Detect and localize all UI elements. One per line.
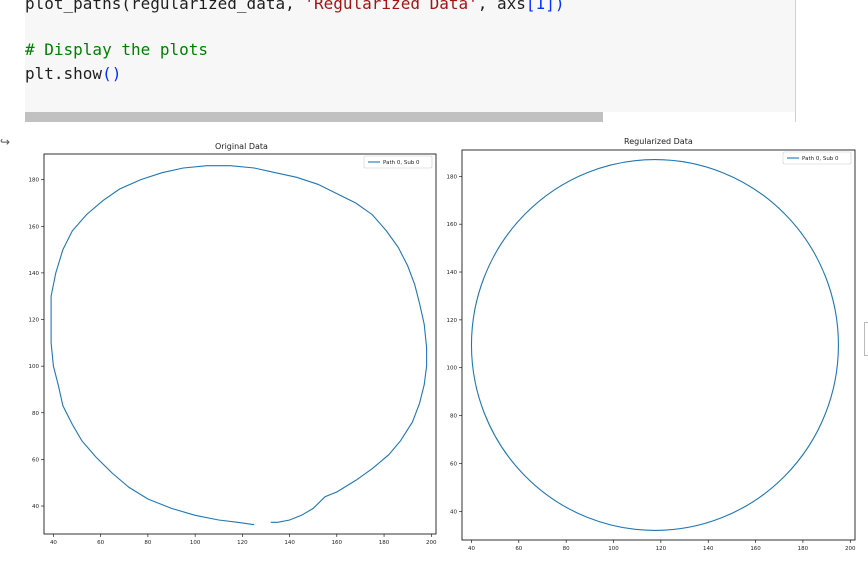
x-tick-label: 140 [703,546,714,552]
plot-title-regularized: Regularized Data [624,137,693,146]
y-tick-label: 140 [447,270,458,276]
y-tick-label: 100 [447,366,458,372]
code-args: , axs [477,0,526,13]
x-tick-label: 60 [515,546,522,552]
x-tick-label: 200 [845,546,856,552]
x-tick-label: 140 [284,540,295,546]
code-line-show: plt.show() [25,64,121,83]
x-tick-label: 180 [798,546,809,552]
x-tick-label: 80 [144,540,151,546]
regularized-data-plot: 40 60 80 100 120 140 160 180 200 40 60 80 100 120 140 1… [447,149,856,552]
y-tick-label: 60 [32,457,39,463]
x-tick-label: 160 [750,546,761,552]
plot-title-original: Original Data [215,142,268,151]
series-path [50,165,428,526]
code-comment: # Display the plots [25,40,209,59]
x-tick-label: 80 [563,546,570,552]
x-tick-label: 40 [50,540,57,546]
scroll-edge-marker [864,322,868,356]
series-path [470,159,839,531]
x-tick-label: 160 [332,540,343,546]
code-editor[interactable]: plot_paths(regularized_data, 'Regularize… [25,0,795,112]
horizontal-scrollbar[interactable] [25,112,603,122]
y-tick-label: 40 [32,504,39,510]
code-string-literal: 'Regularized Data' [304,0,478,13]
y-tick-label: 80 [32,411,39,417]
x-tick-label: 200 [426,540,437,546]
code-line-comment: # Display the plots [25,40,208,59]
code-show-call: plt.show [25,64,103,83]
x-tick-label: 180 [379,540,390,546]
x-tick-label: 100 [608,546,619,552]
y-tick-label: 180 [447,174,458,180]
plot-frame [461,149,856,541]
code-line-plot-call: plot_paths(regularized_data, 'Regularize… [25,0,564,13]
original-data-plot: 40 60 80 100 120 140 160 180 200 40 60 80 100 120 140 1… [29,153,437,546]
y-tick-label: 120 [447,318,458,324]
code-parens: () [102,64,122,83]
code-index: [1]) [525,0,565,13]
y-tick-label: 120 [29,318,40,324]
cell-divider [795,0,796,122]
x-tick-label: 60 [97,540,104,546]
legend-label: Path 0, Sub 0 [802,156,839,162]
x-tick-label: 120 [237,540,248,546]
y-tick-label: 160 [29,224,40,230]
legend-label: Path 0, Sub 0 [383,160,420,166]
y-tick-label: 160 [447,222,458,228]
x-tick-label: 120 [656,546,667,552]
code-fn-call: plot_paths(regularized_data, [25,0,305,13]
y-tick-label: 140 [29,271,40,277]
plot-frame [43,153,437,535]
y-tick-label: 80 [450,414,457,420]
legend-box [782,151,852,165]
x-tick-label: 100 [190,540,201,546]
legend-box [363,155,433,169]
y-tick-label: 180 [29,178,40,184]
y-tick-label: 100 [29,364,40,370]
x-tick-label: 40 [468,546,475,552]
code-cell[interactable]: plot_paths(regularized_data, 'Regularize… [0,0,868,122]
output-toggle-icon[interactable]: ↪ [0,135,11,149]
y-tick-label: 40 [450,509,457,515]
y-tick-label: 60 [450,461,457,467]
